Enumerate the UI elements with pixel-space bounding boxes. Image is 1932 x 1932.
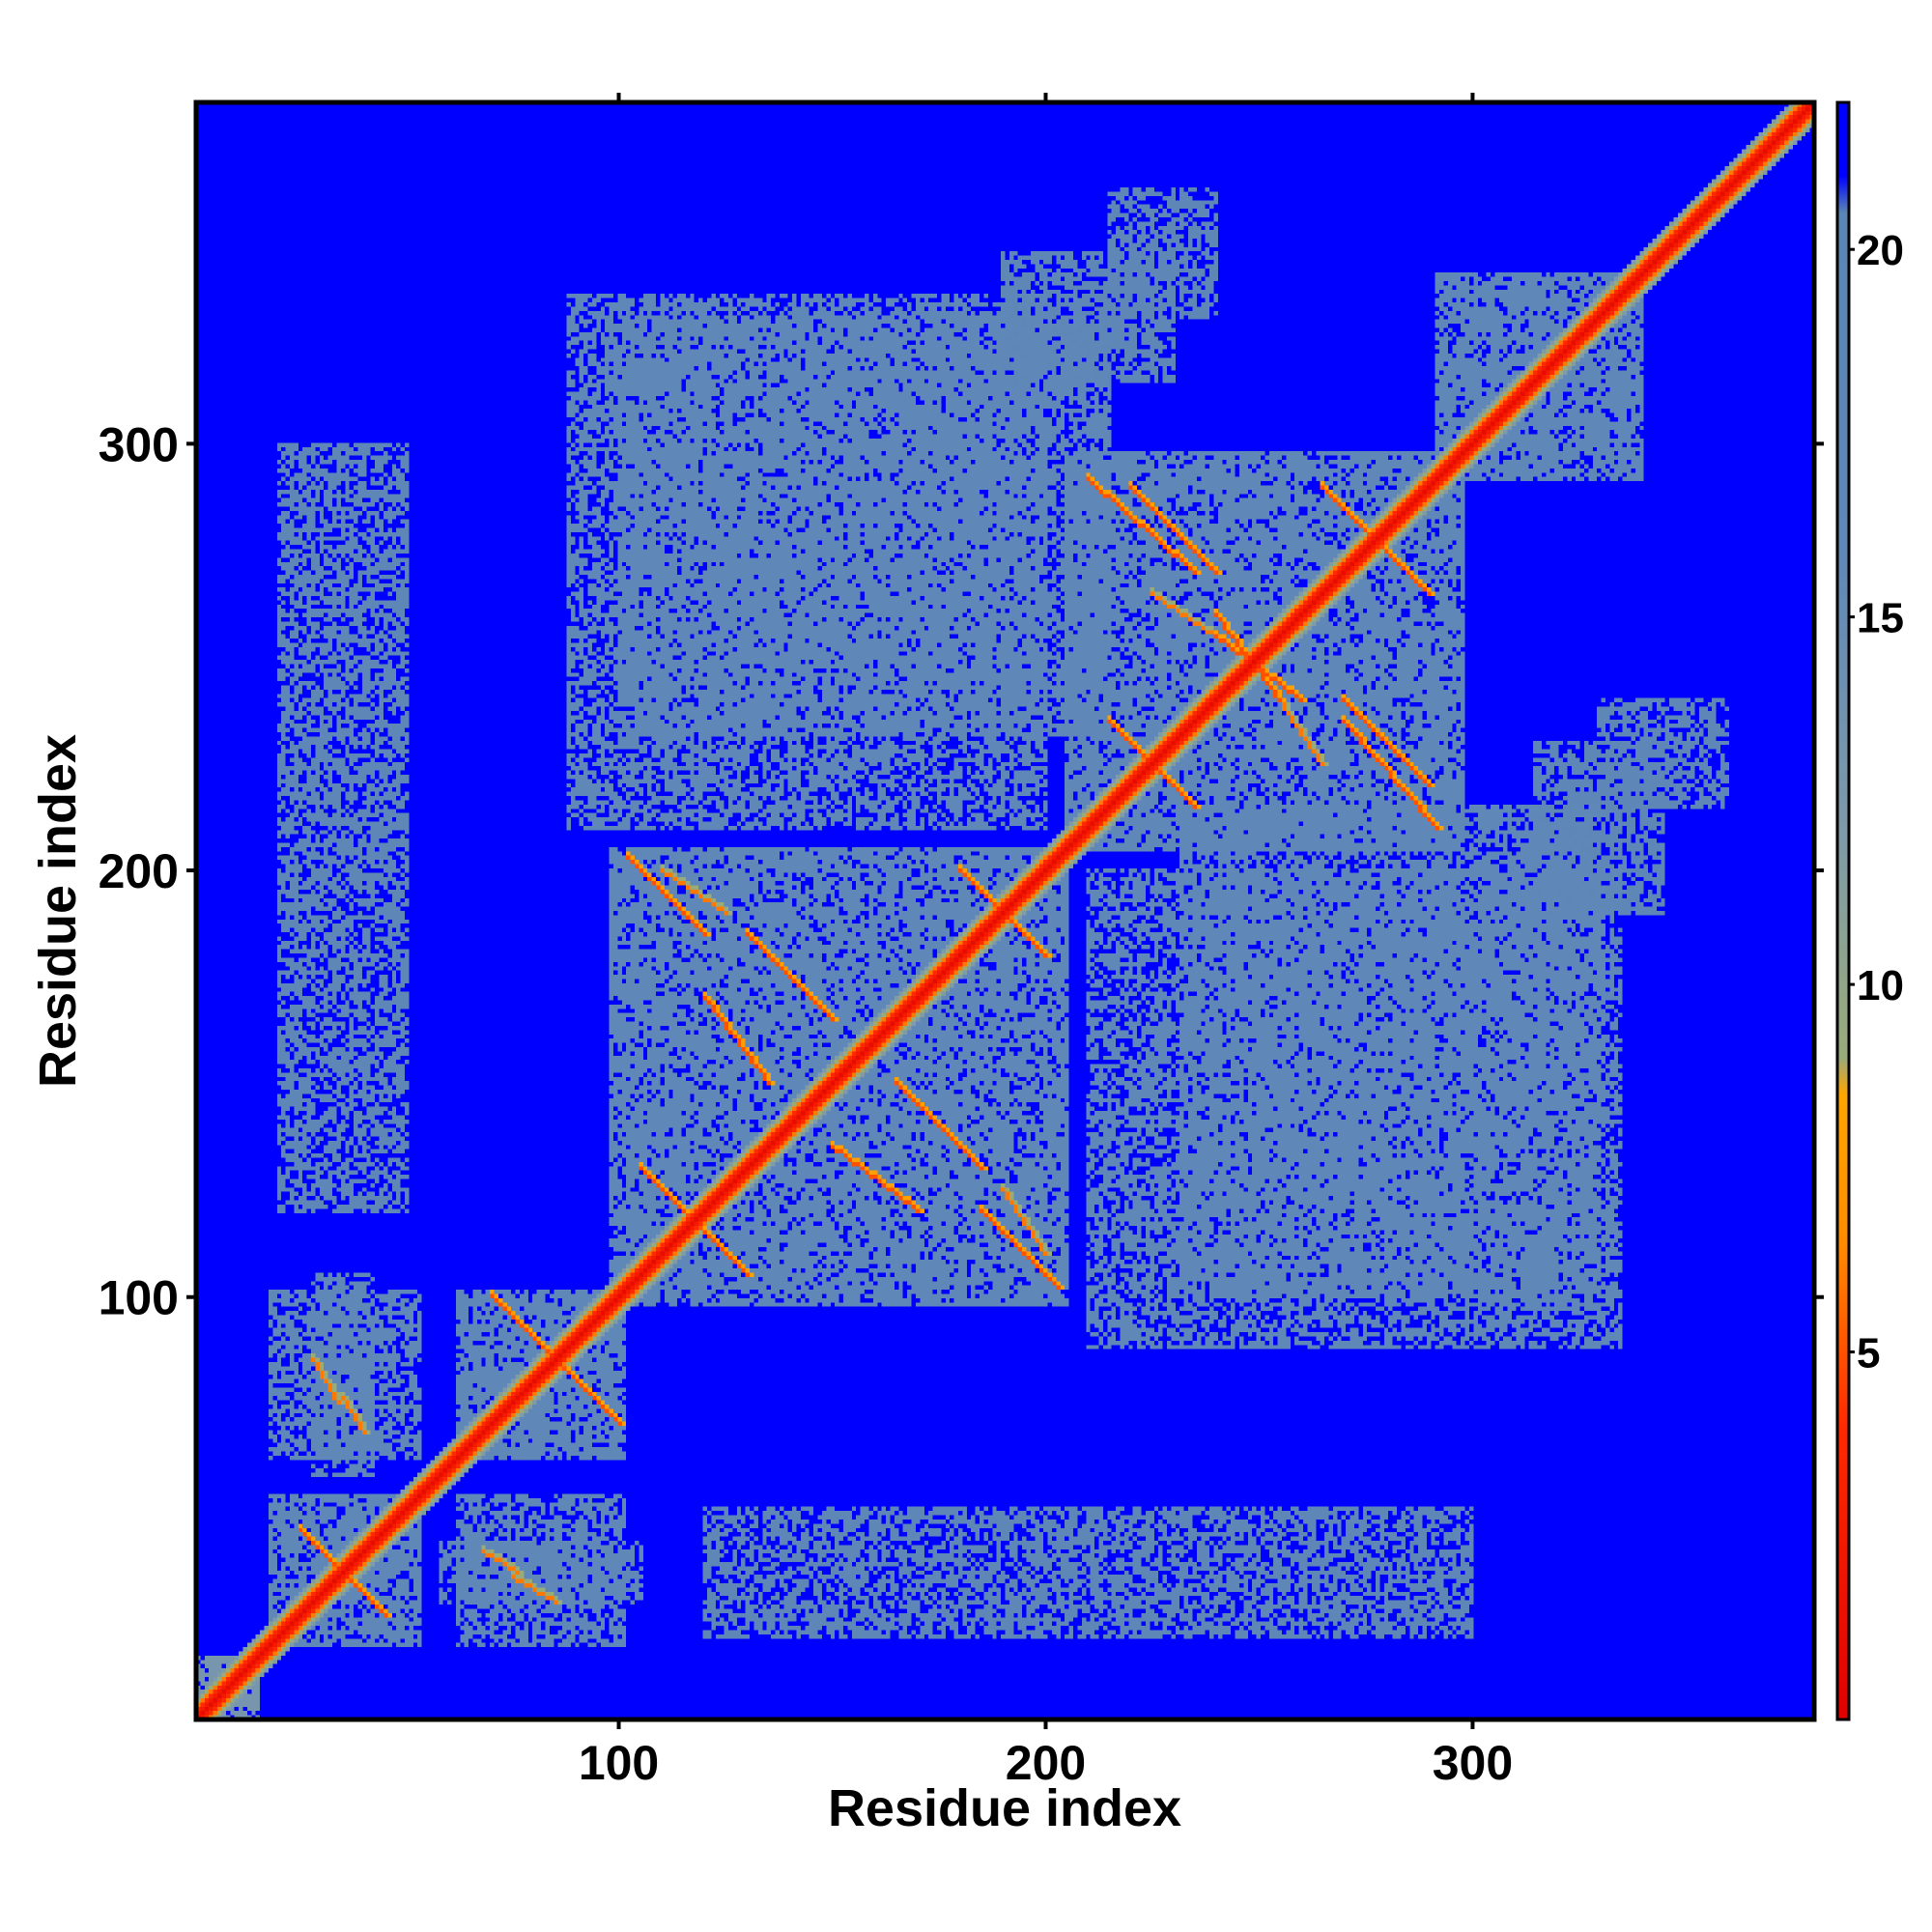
x-tick-label: 300 (1433, 1736, 1513, 1790)
y-axis: 100 200 300 (99, 417, 1824, 1325)
colorbar-tick-label: 5 (1857, 1330, 1880, 1378)
colorbar: 5 10 15 20 (1835, 100, 1904, 1721)
colorbar-tick-label: 20 (1857, 227, 1904, 274)
y-tick-label: 200 (99, 844, 179, 898)
colorbar-strip (1835, 100, 1851, 1721)
heatmap-panel (193, 99, 1817, 1722)
colorbar-tick-label: 10 (1857, 962, 1904, 1009)
x-axis-label: Residue index (828, 1779, 1181, 1837)
colorbar-tick-label: 15 (1857, 595, 1904, 642)
x-axis: 100 200 300 (579, 93, 1513, 1790)
y-tick-label: 300 (99, 417, 179, 471)
plot-frame (193, 99, 1817, 1722)
y-axis-label: Residue index (29, 734, 87, 1088)
x-tick-label: 200 (1006, 1736, 1086, 1790)
y-tick-label: 100 (99, 1271, 179, 1325)
x-tick-label: 100 (579, 1736, 659, 1790)
colorbar-ticks: 5 10 15 20 (1849, 227, 1904, 1378)
heatmap-cells (196, 102, 1814, 1719)
